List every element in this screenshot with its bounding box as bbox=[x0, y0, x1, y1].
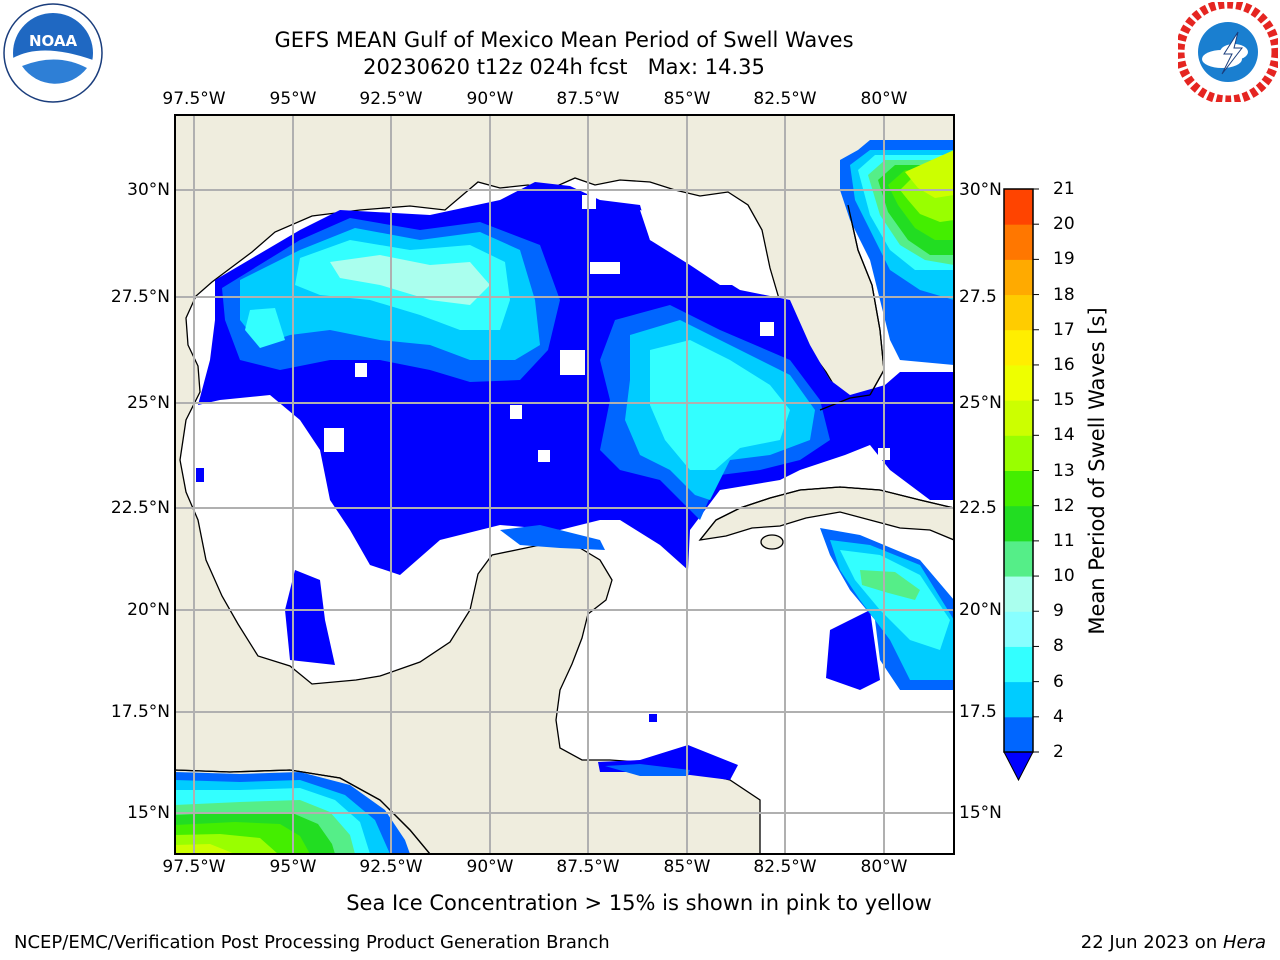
map-title: GEFS MEAN Gulf of Mexico Mean Period of … bbox=[274, 28, 854, 52]
lon-label-bottom: 90°W bbox=[466, 857, 514, 877]
lon-label-bottom: 82.5°W bbox=[753, 857, 817, 877]
lon-label-bottom: 85°W bbox=[663, 857, 711, 877]
colorbar-tick-label: 19 bbox=[1053, 249, 1075, 270]
lon-label-top: 87.5°W bbox=[556, 89, 620, 109]
nws-logo bbox=[1175, 0, 1280, 106]
colorbar-tick-label: 14 bbox=[1053, 425, 1075, 446]
svg-text:NOAA: NOAA bbox=[29, 32, 78, 50]
lon-label-top: 80°W bbox=[860, 89, 908, 109]
colorbar-tick-label: 9 bbox=[1053, 601, 1064, 622]
noaa-logo: NOAA bbox=[2, 2, 104, 108]
footer-host: Hera bbox=[1222, 932, 1266, 953]
lat-label-left: 22.5°N bbox=[110, 498, 170, 518]
lon-label-bottom: 92.5°W bbox=[359, 857, 423, 877]
colorbar-segment bbox=[1004, 329, 1033, 366]
colorbar-segment bbox=[1004, 189, 1033, 225]
lat-label-left: 30°N bbox=[127, 180, 170, 200]
lon-label-top: 85°W bbox=[663, 89, 711, 109]
colorbar-segment bbox=[1004, 364, 1033, 401]
gridlines bbox=[175, 115, 954, 854]
lat-label-right: 22.5 bbox=[959, 498, 997, 518]
colorbar-segment bbox=[1004, 400, 1033, 436]
band-8-9 bbox=[330, 255, 490, 305]
coastlines bbox=[175, 204, 954, 854]
colorbar-segment bbox=[1004, 611, 1033, 647]
colorbar-tick-label: 10 bbox=[1053, 566, 1075, 587]
lat-label-left: 25°N bbox=[127, 393, 170, 413]
colorbar-segment bbox=[1004, 259, 1033, 296]
footer-date: 22 Jun 2023 on Hera bbox=[1080, 932, 1266, 953]
colorbar-segment bbox=[1004, 540, 1033, 577]
colorbar-tick-label: 20 bbox=[1053, 214, 1075, 235]
lat-label-right: 17.5 bbox=[959, 702, 997, 722]
lat-label-right: 25°N bbox=[959, 393, 1002, 413]
colorbar-segment bbox=[1004, 576, 1033, 612]
colorbar-segment bbox=[1004, 470, 1033, 507]
colorbar-segment bbox=[1004, 646, 1033, 683]
colorbar-extend bbox=[1003, 751, 1034, 782]
map-frame bbox=[174, 114, 955, 855]
lat-label-right: 15°N bbox=[959, 803, 1002, 823]
colorbar-segment bbox=[1004, 716, 1033, 753]
footer-credit: NCEP/EMC/Verification Post Processing Pr… bbox=[14, 932, 610, 953]
colorbar-tick-label: 4 bbox=[1053, 706, 1064, 727]
lat-label-left: 20°N bbox=[127, 600, 170, 620]
lat-label-right: 27.5 bbox=[959, 287, 997, 307]
colorbar-segment bbox=[1004, 294, 1033, 331]
colorbar-segment bbox=[1004, 681, 1033, 718]
colorbar-tick-label: 17 bbox=[1053, 319, 1075, 340]
lon-label-top: 97.5°W bbox=[162, 89, 226, 109]
lat-label-left: 15°N bbox=[127, 803, 170, 823]
colorbar-tick-label: 11 bbox=[1053, 530, 1075, 551]
lat-label-right: 20°N bbox=[959, 600, 1002, 620]
colorbar-tick-label: 2 bbox=[1053, 742, 1064, 762]
lon-label-bottom: 80°W bbox=[860, 857, 908, 877]
lon-label-bottom: 95°W bbox=[269, 857, 317, 877]
colorbar-title: Mean Period of Swell Waves [s] bbox=[1085, 307, 1109, 635]
map-subtitle: 20230620 t12z 024h fcst Max: 14.35 bbox=[363, 55, 765, 79]
colorbar-tick-label: 16 bbox=[1053, 354, 1075, 375]
colorbar-tick-label: 12 bbox=[1053, 495, 1075, 516]
colorbar-tick-label: 13 bbox=[1053, 460, 1075, 481]
colorbar-segment bbox=[1004, 435, 1033, 471]
colorbar-tick-label: 21 bbox=[1053, 179, 1075, 199]
lon-label-bottom: 87.5°W bbox=[556, 857, 620, 877]
lat-label-left: 17.5°N bbox=[110, 702, 170, 722]
land-isla-juventud bbox=[760, 534, 784, 550]
lon-label-top: 95°W bbox=[269, 89, 317, 109]
lon-label-top: 82.5°W bbox=[753, 89, 817, 109]
colorbar bbox=[1003, 188, 1039, 782]
lon-label-top: 92.5°W bbox=[359, 89, 423, 109]
colorbar-tick-label: 15 bbox=[1053, 390, 1075, 411]
lat-label-left: 27.5°N bbox=[110, 287, 170, 307]
sea-ice-note: Sea Ice Concentration > 15% is shown in … bbox=[346, 891, 932, 915]
colorbar-tick-label: 6 bbox=[1053, 671, 1064, 692]
lat-label-right: 30°N bbox=[959, 180, 1002, 200]
colorbar-tick-label: 18 bbox=[1053, 284, 1075, 305]
colorbar-segment bbox=[1004, 224, 1033, 260]
colorbar-segment bbox=[1004, 505, 1033, 542]
lon-label-bottom: 97.5°W bbox=[162, 857, 226, 877]
colorbar-tick-label: 8 bbox=[1053, 636, 1064, 657]
lon-label-top: 90°W bbox=[466, 89, 514, 109]
